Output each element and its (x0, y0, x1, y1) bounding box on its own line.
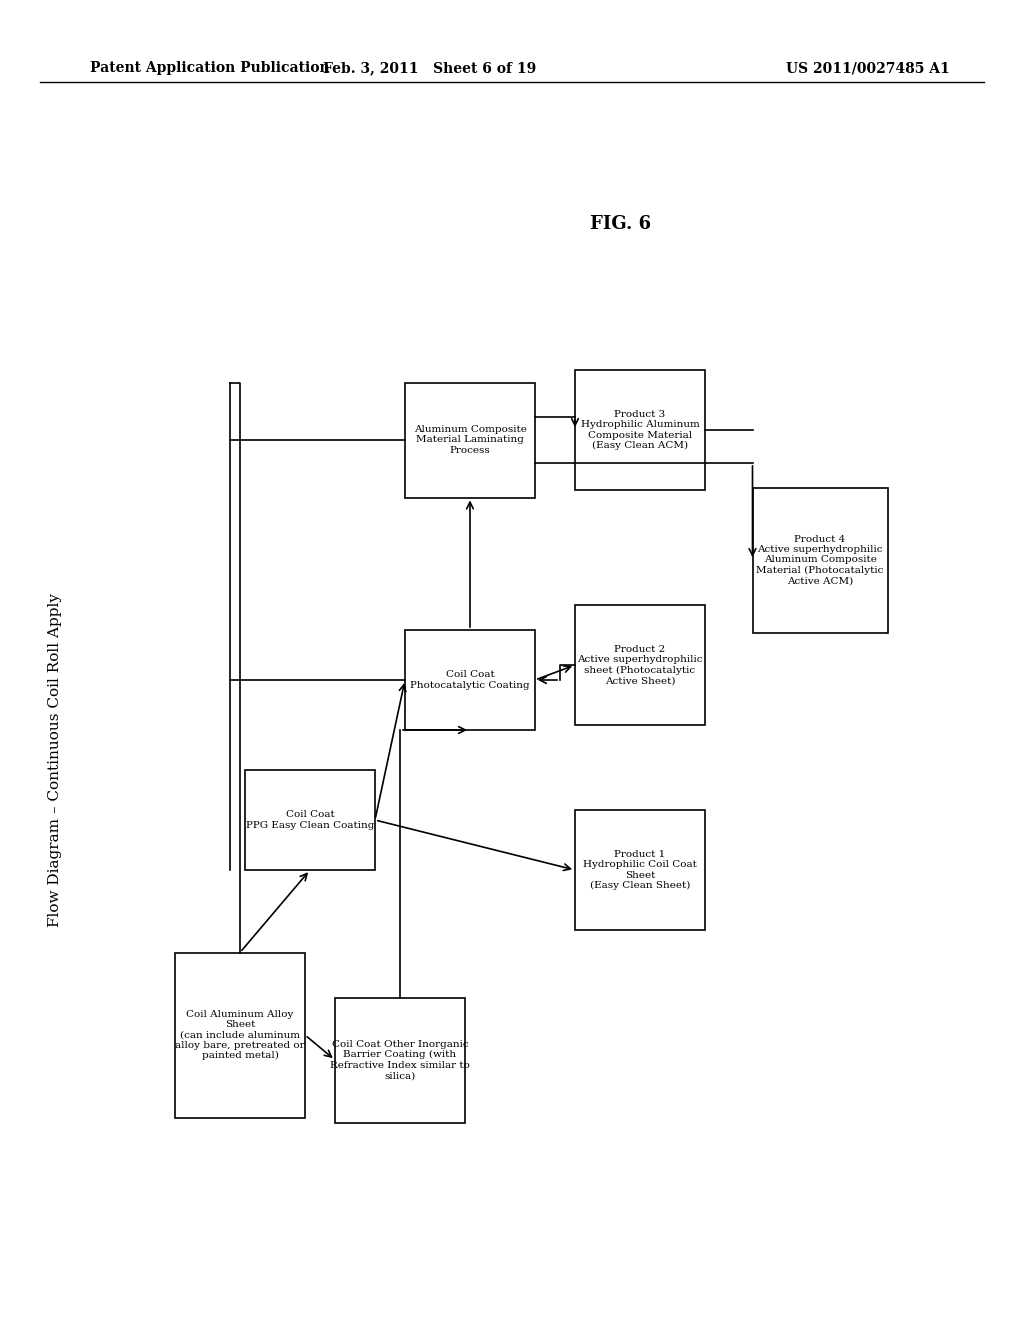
Bar (753, 487, 888, 632)
Text: Product 3
Hydrophilic Aluminum
Composite Material
(Easy Clean ACM): Product 3 Hydrophilic Aluminum Composite… (581, 409, 699, 450)
Bar (406, 630, 535, 730)
Bar (335, 998, 465, 1122)
Text: Aluminum Composite
Material Laminating
Process: Aluminum Composite Material Laminating P… (414, 425, 526, 455)
Text: Product 1
Hydrophilic Coil Coat
Sheet
(Easy Clean Sheet): Product 1 Hydrophilic Coil Coat Sheet (E… (583, 850, 697, 890)
Bar (245, 770, 375, 870)
Bar (175, 953, 305, 1118)
Bar (406, 383, 535, 498)
Text: Coil Coat Other Inorganic
Barrier Coating (with
Refractive Index similar to
sili: Coil Coat Other Inorganic Barrier Coatin… (330, 1040, 470, 1080)
Text: Product 4
Active superhydrophilic
Aluminum Composite
Material (Photocatalytic
Ac: Product 4 Active superhydrophilic Alumin… (757, 535, 884, 585)
Text: Patent Application Publication: Patent Application Publication (90, 61, 330, 75)
Bar (575, 605, 705, 725)
Bar (575, 370, 705, 490)
Bar (575, 810, 705, 931)
Text: Product 2
Active superhydrophilic
sheet (Photocatalytic
Active Sheet): Product 2 Active superhydrophilic sheet … (578, 645, 702, 685)
Text: Feb. 3, 2011   Sheet 6 of 19: Feb. 3, 2011 Sheet 6 of 19 (324, 61, 537, 75)
Text: Coil Coat
Photocatalytic Coating: Coil Coat Photocatalytic Coating (411, 671, 529, 689)
Text: Coil Aluminum Alloy
Sheet
(can include aluminum
alloy bare, pretreated or
painte: Coil Aluminum Alloy Sheet (can include a… (175, 1010, 305, 1060)
Text: Flow Diagram – Continuous Coil Roll Apply: Flow Diagram – Continuous Coil Roll Appl… (48, 593, 62, 927)
Text: FIG. 6: FIG. 6 (590, 215, 651, 234)
Text: Coil Coat
PPG Easy Clean Coating: Coil Coat PPG Easy Clean Coating (246, 810, 374, 830)
Text: US 2011/0027485 A1: US 2011/0027485 A1 (786, 61, 950, 75)
